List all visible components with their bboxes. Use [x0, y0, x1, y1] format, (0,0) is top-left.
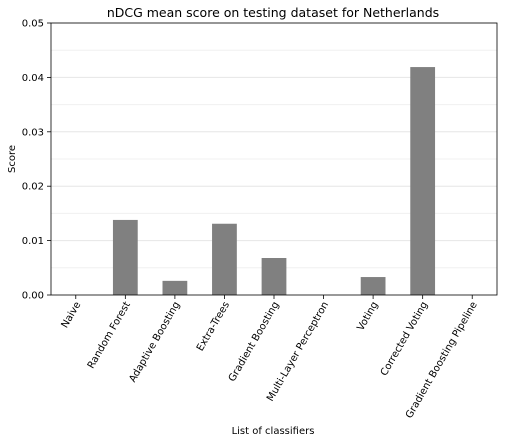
y-tick-label: 0.00 — [22, 291, 44, 302]
x-tick-label: Random Forest — [86, 300, 133, 371]
chart-title: nDCG mean score on testing dataset for N… — [107, 5, 439, 20]
bars — [112, 67, 436, 296]
x-axis-label: List of classifiers — [232, 426, 315, 437]
y-axis-label: Score — [7, 145, 18, 173]
bar — [212, 223, 237, 295]
y-tick-label: 0.05 — [22, 19, 44, 30]
x-tick-label: Gradient Boosting — [227, 300, 282, 384]
x-tick-label: Adaptive Boosting — [127, 300, 182, 384]
bar — [360, 277, 386, 295]
x-tick-label: Voting — [355, 300, 380, 333]
bar — [261, 258, 287, 295]
bar — [410, 67, 436, 296]
y-tick-label: 0.03 — [22, 127, 44, 138]
y-tick-label: 0.02 — [22, 182, 44, 193]
bar — [112, 219, 138, 295]
x-tick-label: Corrected Voting — [379, 300, 430, 378]
axes — [47, 22, 498, 299]
bar — [162, 280, 188, 295]
y-tick-labels: 0.00 0.01 0.02 0.03 0.04 0.05 — [22, 19, 44, 302]
x-tick-label: Naive — [60, 300, 84, 330]
y-tick-label: 0.01 — [22, 236, 44, 247]
x-tick-label: Extra-Trees — [195, 300, 232, 353]
y-tick-label: 0.04 — [22, 73, 44, 84]
